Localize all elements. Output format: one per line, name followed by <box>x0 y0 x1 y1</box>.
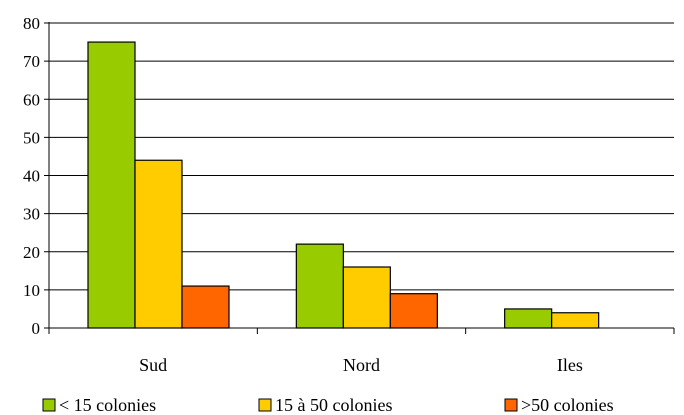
y-tick-label: 70 <box>23 52 40 71</box>
legend-swatch <box>504 398 518 412</box>
x-tick-label: Iles <box>557 355 583 375</box>
axes <box>44 22 675 334</box>
bar <box>504 308 553 329</box>
bar <box>87 41 136 329</box>
y-tick-label: 60 <box>23 90 40 109</box>
bar <box>134 159 183 329</box>
bars <box>87 41 600 329</box>
y-tick-label: 50 <box>23 128 40 147</box>
legend: < 15 colonies 15 à 50 colonies >50 colonie… <box>42 395 614 415</box>
y-tick-label: 80 <box>23 14 40 33</box>
y-tick-label: 40 <box>23 167 40 186</box>
bar <box>389 293 438 329</box>
y-tick-label: 20 <box>23 243 40 262</box>
legend-label: < 15 colonies <box>59 395 156 415</box>
x-tick-label: Nord <box>343 355 380 375</box>
bar <box>342 266 391 329</box>
bar <box>181 285 230 329</box>
legend-swatch <box>258 398 272 412</box>
x-tick-label: Sud <box>139 355 167 375</box>
legend-label: 15 à 50 colonies <box>275 395 392 415</box>
legend-label: >50 colonies <box>521 395 614 415</box>
y-tick-label: 0 <box>32 319 41 338</box>
bar <box>295 243 344 329</box>
bar <box>551 312 600 329</box>
legend-swatch <box>42 398 56 412</box>
y-tick-label: 30 <box>23 205 40 224</box>
labels: 0 10 20 30 40 50 60 70 80 Sud Nord Iles <box>23 14 583 375</box>
y-tick-label: 10 <box>23 281 40 300</box>
